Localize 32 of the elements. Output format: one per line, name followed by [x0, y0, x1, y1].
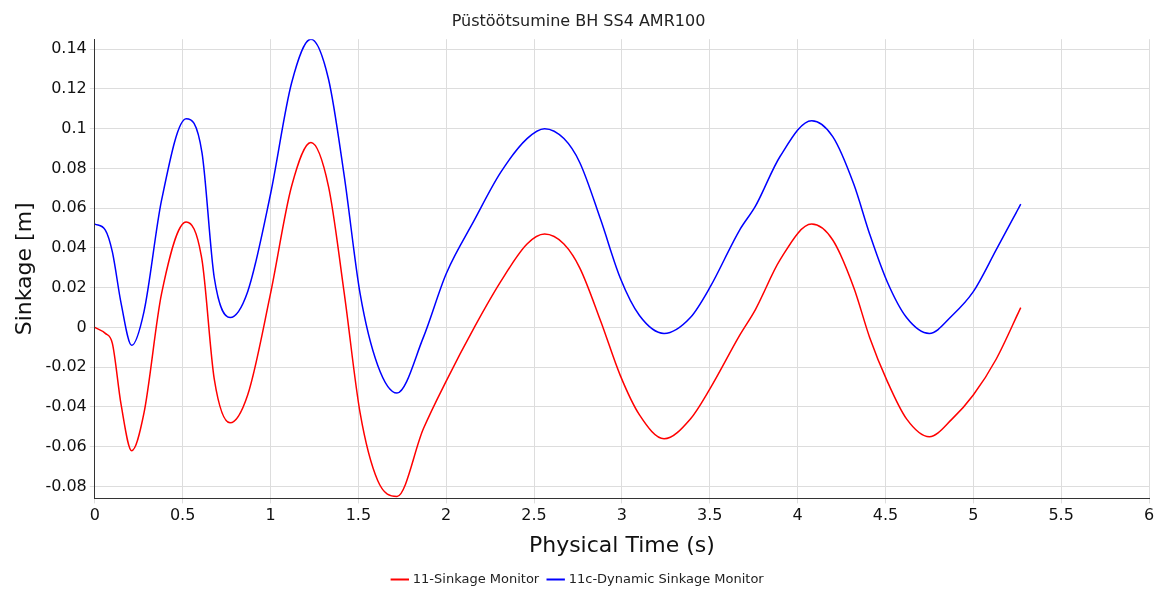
x-tick-label: 5 — [968, 505, 979, 525]
line-series — [94, 39, 1022, 394]
y-tick-label: 0.08 — [51, 157, 87, 177]
line-series — [94, 141, 1022, 498]
y-tick-label: 0.1 — [61, 117, 87, 137]
x-tick-label: 0.5 — [169, 505, 196, 525]
x-tick-label: 4 — [792, 505, 803, 525]
y-tick-label: -0.06 — [45, 435, 87, 455]
x-axis-title: Physical Time (s) — [528, 531, 715, 557]
x-tick-label: 2 — [441, 505, 452, 525]
x-tick-label: 3 — [616, 505, 627, 525]
y-tick-label: 0.02 — [51, 276, 87, 296]
x-tick-label: 3.5 — [697, 505, 723, 525]
y-tick-label: 0.14 — [51, 38, 87, 58]
x-tick-label: 1.5 — [345, 505, 372, 525]
y-tick-label: 0.06 — [51, 197, 87, 217]
y-tick-label: -0.08 — [45, 475, 87, 495]
x-tick-label: 1 — [265, 505, 276, 525]
x-tick-label: 5.5 — [1048, 505, 1074, 525]
chart-title: Püstöötsumine BH SS4 AMR100 — [451, 10, 706, 30]
x-tick-label: 0 — [89, 505, 100, 525]
x-tick-label: 2.5 — [521, 505, 547, 525]
y-tick-label: 0.12 — [51, 78, 87, 98]
legend-label: 11-Sinkage Monitor — [412, 570, 540, 586]
y-tick-label: -0.04 — [45, 396, 87, 416]
legend-label: 11c-Dynamic Sinkage Monitor — [568, 570, 765, 586]
y-tick-label: -0.02 — [45, 356, 87, 376]
y-tick-label: 0.04 — [51, 237, 87, 257]
x-tick-label: 4.5 — [872, 505, 899, 525]
x-tick-label: 6 — [1143, 505, 1155, 525]
y-tick-label: 0 — [76, 316, 87, 336]
y-axis-title: Sinkage [m] — [10, 202, 36, 336]
